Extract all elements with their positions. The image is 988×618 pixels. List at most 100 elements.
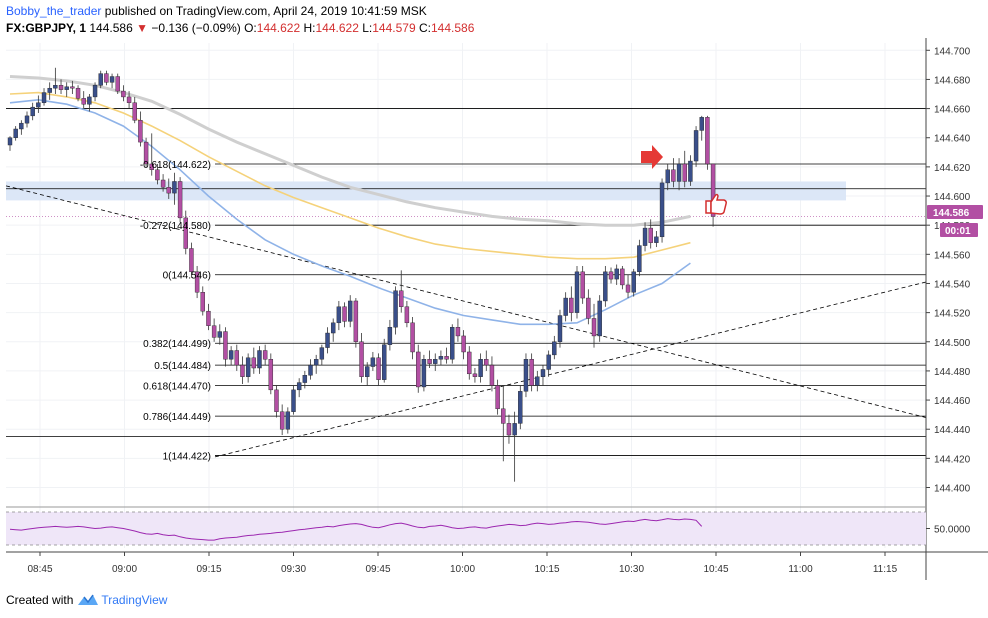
candle-body (330, 322, 336, 334)
candle (506, 414, 512, 444)
candle-body (257, 350, 262, 369)
fib-label: 0.618(144.470) (143, 381, 211, 392)
x-tick-label: 08:45 (27, 564, 52, 575)
candle (676, 158, 682, 191)
candle (427, 350, 432, 369)
candle (535, 370, 540, 392)
candle-body (319, 347, 325, 360)
candle-body (671, 169, 676, 182)
candle (285, 407, 291, 434)
candle (149, 133, 154, 176)
candle (523, 353, 529, 398)
price-tag: 144.586 00:01 (927, 205, 983, 237)
candle (518, 385, 523, 430)
candle-body (608, 271, 614, 280)
candle-body (183, 217, 188, 249)
candle-body (416, 351, 421, 388)
high-value: 144.622 (315, 21, 359, 35)
footer: Created with TradingView (6, 593, 167, 607)
resistance-zone (6, 181, 846, 201)
candle (166, 178, 171, 199)
candle-body (285, 411, 291, 430)
candle-body (87, 96, 92, 105)
x-tick-label: 09:00 (112, 564, 137, 575)
candle-body (631, 271, 636, 293)
candle-body (642, 227, 648, 246)
candle (279, 404, 285, 436)
y-tick-label: 144.420 (934, 454, 971, 465)
candle-body (586, 297, 591, 319)
candle (87, 94, 92, 112)
candle-body (467, 351, 472, 375)
candle-body (518, 391, 523, 424)
symbol-info: FX:GBPJPY, 1 144.586 ▼ −0.136 (−0.09%) O… (6, 21, 474, 35)
tradingview-logo-icon (78, 594, 99, 605)
candle (546, 350, 551, 377)
x-tick-label: 11:15 (873, 564, 898, 575)
candle-body (387, 326, 393, 345)
candle-body (302, 375, 308, 383)
candle (13, 126, 18, 141)
candle-body (143, 141, 149, 165)
candle (348, 295, 353, 328)
candle-body (433, 359, 438, 364)
candle (36, 95, 41, 113)
author-name[interactable]: Bobby_the_trader (6, 4, 102, 18)
candle-body (506, 423, 512, 436)
candle (376, 353, 381, 386)
y-tick-label: 144.500 (934, 338, 971, 349)
candle (512, 411, 517, 482)
x-tick-label: 10:00 (450, 564, 475, 575)
candle (126, 91, 132, 109)
ema-yellow-line (9, 91, 691, 260)
candle-body (648, 227, 653, 243)
candle (223, 327, 228, 367)
countdown-value: 00:01 (945, 226, 971, 237)
candle (574, 265, 580, 319)
candle-body (262, 350, 268, 360)
candle (682, 150, 687, 188)
candle (659, 178, 665, 243)
candle (64, 82, 69, 97)
candle (421, 354, 427, 392)
fib-labels: -0.618(144.622) -0.272(144.580) 0(144.546)… (140, 160, 211, 462)
price-chart[interactable]: -0.618(144.622) -0.272(144.580) 0(144.546)… (0, 38, 988, 580)
x-tick-label: 10:15 (534, 564, 559, 575)
candle-body (336, 306, 342, 324)
y-tick-label: 144.520 (934, 309, 971, 320)
candle-body (637, 245, 642, 273)
candle-body (569, 297, 574, 313)
candle (382, 338, 387, 383)
candle (70, 80, 75, 95)
candle (608, 267, 614, 284)
price-tag-box (927, 205, 983, 219)
candle-body (438, 356, 444, 360)
candle-body (30, 106, 35, 117)
candle-body (7, 137, 13, 146)
candle (705, 115, 710, 170)
candle-body (450, 326, 455, 360)
candle (24, 111, 30, 128)
candle (710, 163, 716, 227)
candle (563, 292, 568, 322)
candle-body (19, 122, 24, 130)
candle (416, 344, 421, 393)
candle-body (546, 354, 551, 370)
candle (370, 351, 376, 371)
candle (189, 242, 194, 278)
candle (342, 302, 347, 328)
candle-body (665, 169, 670, 184)
candle (160, 174, 166, 192)
candle-body (155, 169, 160, 181)
tradingview-link[interactable]: TradingView (101, 593, 168, 607)
candle (143, 137, 149, 167)
candle (257, 346, 262, 374)
candle-body (353, 300, 359, 342)
candle-body (552, 341, 557, 356)
x-tick-label: 09:15 (196, 564, 221, 575)
candle-body (614, 268, 619, 280)
candle-body (189, 248, 194, 273)
symbol-name: FX:GBPJPY, 1 (6, 21, 87, 35)
fib-label: 0.382(144.499) (143, 339, 211, 350)
candle (671, 158, 676, 188)
